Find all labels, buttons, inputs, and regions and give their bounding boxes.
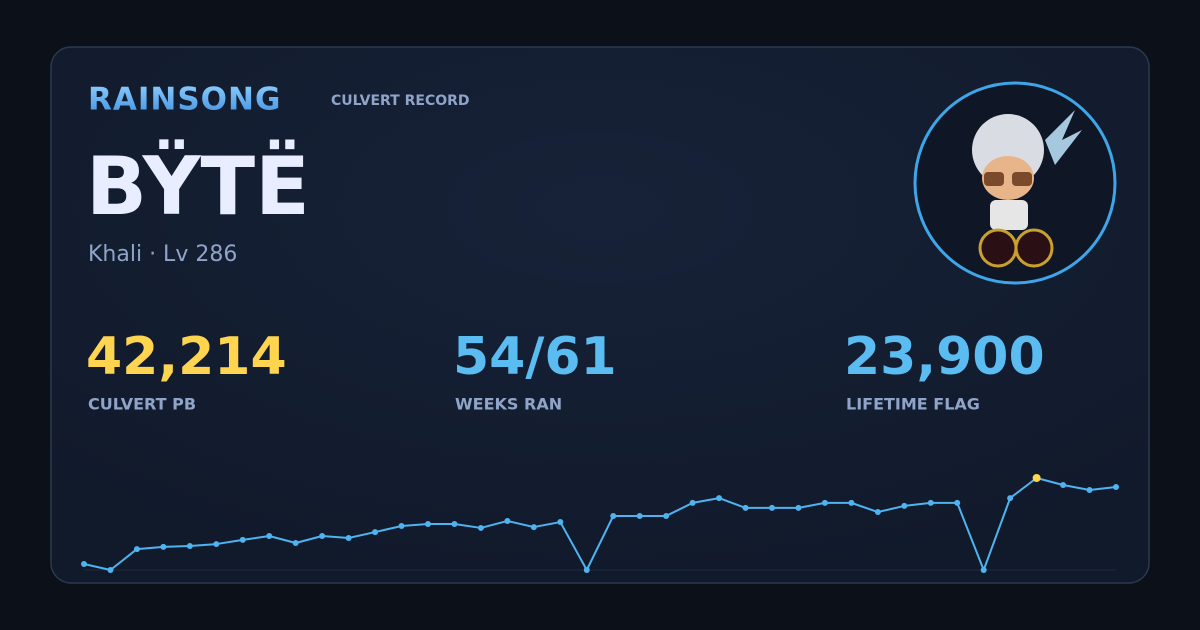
sparkline-point bbox=[848, 499, 855, 506]
stat-label: LIFETIME FLAG bbox=[846, 395, 980, 414]
sparkline-point bbox=[266, 533, 273, 540]
sparkline-point bbox=[81, 561, 87, 568]
sparkline-point bbox=[795, 504, 802, 511]
sparkline-path bbox=[83, 477, 1117, 571]
sparkline-point bbox=[398, 522, 405, 529]
sparkline-point bbox=[769, 504, 775, 511]
card bbox=[50, 46, 1150, 584]
sparkline-point bbox=[292, 539, 299, 546]
sparkline-point bbox=[557, 519, 564, 526]
sparkline-point bbox=[663, 512, 670, 519]
avatar-wheel bbox=[1014, 228, 1054, 268]
sparkline-point bbox=[451, 521, 458, 528]
avatar-face bbox=[982, 156, 1034, 200]
sparkline-point bbox=[1086, 487, 1093, 494]
sparkline-point bbox=[1032, 474, 1041, 482]
player-name: BŸTË bbox=[86, 139, 310, 233]
sparkline-point bbox=[610, 512, 617, 519]
stat-label: CULVERT PB bbox=[88, 395, 196, 414]
sparkline-point bbox=[477, 524, 484, 531]
sparkline-point bbox=[927, 499, 934, 506]
sparkline-point bbox=[239, 536, 246, 543]
sparkline-point bbox=[954, 499, 961, 506]
sparkline-point bbox=[1060, 482, 1067, 489]
avatar-wheel bbox=[978, 228, 1018, 268]
avatar-spark bbox=[1045, 110, 1082, 165]
sparkline-point bbox=[504, 517, 511, 524]
sparkline-point bbox=[186, 543, 193, 550]
sparkline-point bbox=[689, 499, 696, 506]
sparkline-point bbox=[1007, 495, 1014, 502]
sparkline-point bbox=[980, 567, 987, 573]
brand: RAINSONG bbox=[88, 82, 281, 118]
sparkline-point bbox=[636, 512, 643, 519]
stat-value: 54/61 bbox=[453, 327, 617, 387]
sparkline-point bbox=[345, 534, 352, 541]
player-details: Khali · Lv 286 bbox=[88, 242, 237, 267]
sparkline-point bbox=[107, 567, 114, 573]
sparkline-point bbox=[213, 541, 220, 548]
sparkline-point bbox=[133, 546, 140, 553]
avatar-glasses bbox=[984, 172, 1004, 186]
sparkline-point bbox=[716, 495, 723, 502]
sparkline-point bbox=[372, 529, 379, 536]
sparkline-point bbox=[583, 567, 590, 573]
subtitle: CULVERT RECORD bbox=[331, 93, 470, 109]
avatar-glasses bbox=[1012, 172, 1032, 186]
sparkline bbox=[81, 474, 1119, 573]
stat-value: 42,214 bbox=[86, 327, 287, 387]
sparkline-point bbox=[821, 499, 828, 506]
sparkline-point bbox=[901, 502, 908, 509]
stat-value: 23,900 bbox=[844, 327, 1045, 387]
sparkline-point bbox=[742, 504, 749, 511]
sparkline-point bbox=[874, 509, 881, 516]
sparkline-point bbox=[1113, 483, 1119, 490]
sparkline-point bbox=[319, 533, 326, 540]
sparkline-point bbox=[160, 543, 167, 550]
avatar-body bbox=[990, 200, 1028, 230]
sparkline-point bbox=[425, 521, 431, 528]
avatar bbox=[913, 81, 1117, 285]
stat-label: WEEKS RAN bbox=[455, 395, 562, 414]
sparkline-point bbox=[530, 524, 537, 531]
